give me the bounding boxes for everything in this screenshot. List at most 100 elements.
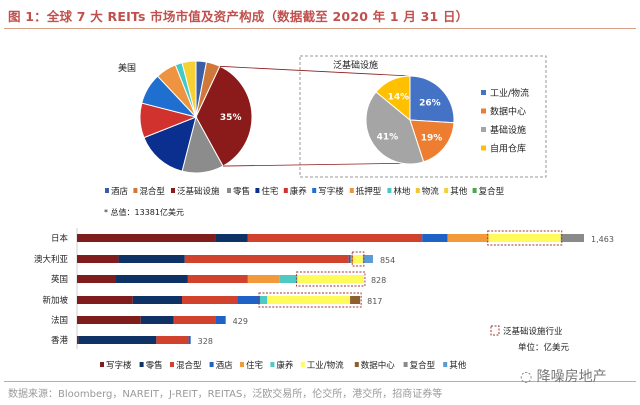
zoom-box	[299, 55, 547, 178]
legend-swatch	[133, 188, 138, 193]
bar-total-label: 854	[380, 256, 395, 265]
bar-segment-写字楼	[77, 234, 216, 242]
bar-segment-写字楼	[77, 316, 141, 324]
y-tick-label: 澳大利亚	[34, 254, 69, 265]
y-tick-label: 英国	[51, 274, 68, 285]
bar-segment-数据中心	[350, 296, 361, 304]
connector-line-top	[219, 65, 411, 77]
pie-title: 美国	[118, 62, 136, 74]
pie-slice-工业/物流	[409, 75, 455, 124]
bar-segment-住宅	[247, 275, 280, 283]
legend-swatch	[171, 188, 175, 193]
bar-segment-酒店	[422, 234, 448, 242]
bar-segment-写字楼	[77, 296, 133, 304]
legend-item: 自用仓库	[490, 143, 526, 155]
bar-segment-工业/物流	[297, 275, 364, 283]
highlight-box	[487, 230, 563, 246]
watermark-text: 降噪房地产	[536, 369, 607, 385]
legend-item: 工业/物流	[307, 360, 344, 371]
legend-item: 零售	[233, 186, 250, 197]
highlight-legend-swatch	[490, 325, 500, 336]
legend-swatch	[444, 188, 449, 193]
legend-item: 写字楼	[106, 360, 132, 371]
y-tick-label: 新加坡	[42, 295, 68, 306]
pie-slice-泛基础设施	[195, 65, 253, 167]
bar-segment-零售	[132, 296, 183, 304]
bar-segment-写字楼	[77, 255, 119, 263]
bar-segment-酒店	[215, 316, 226, 324]
legend-swatch	[100, 362, 104, 367]
bar-segment-写字楼	[77, 275, 116, 283]
legend-swatch	[481, 145, 486, 151]
legend-item: 住宅	[246, 360, 263, 371]
figure-title: 图 1：全球 7 大 REITs 市场市值及资产构成（数据截至 2020 年 1…	[8, 9, 469, 24]
bar-segment-酒店	[237, 296, 260, 304]
legend-item: 其他	[449, 360, 467, 371]
bar-segment-零售	[140, 316, 174, 324]
legend-item: 混合型	[176, 360, 202, 371]
connector-line-bottom	[222, 162, 421, 167]
legend-item: 数据中心	[490, 106, 526, 118]
bar-segment-其他	[362, 255, 373, 263]
legend-swatch	[387, 188, 392, 193]
legend-item: 复合型	[410, 360, 436, 371]
legend-swatch	[170, 362, 174, 367]
bar-segment-混合型	[187, 275, 248, 283]
legend-swatch	[481, 127, 486, 132]
pie-slice-住宅	[143, 116, 197, 172]
legend-item: 复合型	[479, 186, 505, 197]
pie-data-label: 35%	[220, 113, 242, 123]
pie-data-label: 19%	[421, 134, 443, 144]
bar-segment-工业/物流	[353, 255, 363, 263]
legend-item: 康养	[290, 186, 308, 197]
legend-item: 林地	[393, 186, 411, 197]
legend-swatch	[270, 362, 275, 367]
pie-data-label: 14%	[388, 92, 410, 102]
legend-item: 数据中心	[361, 360, 396, 371]
legend-swatch	[300, 362, 305, 367]
pie-slice-数据中心	[409, 119, 455, 163]
legend-swatch	[415, 188, 420, 193]
watermark: ◌ 降噪房地产	[520, 369, 607, 385]
bar-segment-混合型	[184, 255, 349, 263]
legend-swatch	[227, 188, 231, 193]
legend-item: 抵押型	[356, 186, 382, 197]
legend-swatch	[403, 362, 408, 367]
bar-segment-写字楼	[77, 336, 79, 344]
legend-swatch	[481, 90, 486, 95]
highlight-box	[258, 292, 362, 308]
pie-data-label: 41%	[377, 132, 399, 142]
legend-swatch	[139, 362, 144, 367]
bar-total-label: 1,463	[591, 235, 614, 244]
bar-segment-住宅	[447, 234, 489, 242]
legend-item: 写字楼	[318, 186, 344, 197]
bar-segment-工业/物流	[488, 234, 561, 242]
legend-item: 工业/物流	[490, 87, 529, 99]
legend-swatch	[472, 188, 477, 193]
legend-swatch	[312, 188, 317, 193]
bar-segment-混合型	[247, 234, 423, 242]
bar-segment-工业/物流	[267, 296, 351, 304]
legend-item: 零售	[146, 360, 163, 371]
y-tick-label: 日本	[51, 233, 69, 244]
legend-swatch	[354, 362, 359, 367]
bar-segment-零售	[115, 275, 188, 283]
pie-slice-自用仓库	[375, 75, 411, 122]
legend-item: 酒店	[111, 186, 129, 197]
bar-segment-住宅	[350, 255, 354, 263]
pie-slice-基础设施	[365, 91, 425, 165]
pie-data-label: 26%	[419, 98, 441, 108]
bar-total-label: 817	[367, 297, 382, 306]
source-note: 数据来源：Bloomberg，NAREIT，J-REIT，REITAS，泛欧交易…	[8, 389, 443, 400]
legend-swatch	[209, 362, 214, 367]
legend-swatch	[481, 108, 486, 114]
legend-swatch	[105, 188, 109, 193]
bar-segment-混合型	[173, 316, 216, 324]
pie-title: 泛基础设施	[333, 59, 378, 71]
legend-item: 酒店	[216, 360, 234, 371]
footer-rule	[4, 381, 636, 382]
legend-item: 其他	[450, 186, 468, 197]
legend-item: 泛基础设施	[177, 186, 220, 197]
y-tick-label: 香港	[51, 335, 69, 346]
